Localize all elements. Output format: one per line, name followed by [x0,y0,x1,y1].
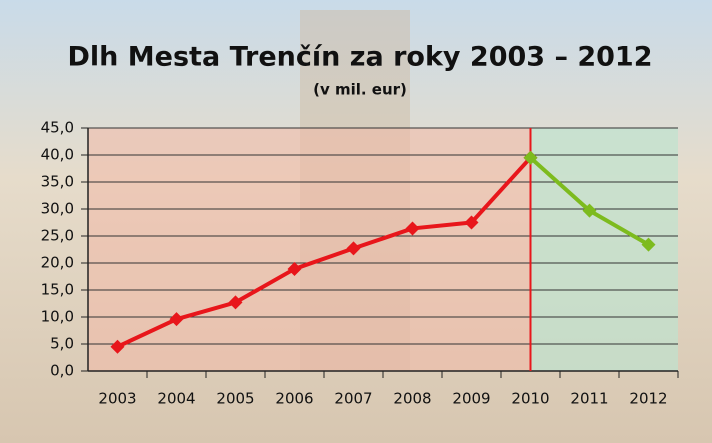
x-tick-label: 2004 [157,390,195,408]
y-tick-label: 35,0 [41,173,74,191]
chart-subtitle: (v mil. eur) [313,81,407,99]
plot: 0,0 5,0 10,0 15,0 20,0 25,0 30,0 35,0 40,0 45,0 20… [41,119,679,408]
point [346,241,361,256]
point [582,203,597,218]
x-tick-label: 2005 [216,390,254,408]
x-tick-label: 2011 [570,390,608,408]
chart-title: Dlh Mesta Trenčín za roky 2003 – 2012 [68,42,653,73]
y-tick-label: 30,0 [41,200,74,218]
x-tick-label: 2009 [452,390,490,408]
x-tick-label: 2003 [98,390,136,408]
x-tick-label: 2012 [629,390,667,408]
y-tick-label: 5,0 [50,335,74,353]
y-tick-label: 25,0 [41,227,74,245]
y-tick-label: 40,0 [41,146,74,164]
x-tick-label: 2007 [334,390,372,408]
y-tick-label: 45,0 [41,119,74,137]
point [464,215,479,230]
future-region [530,128,678,371]
y-tick-label: 0,0 [50,362,74,380]
point [523,150,538,165]
point [405,221,420,236]
point [110,339,125,354]
x-tick-label: 2008 [393,390,431,408]
y-tick-label: 15,0 [41,281,74,299]
past-region [88,128,530,371]
y-tick-label: 10,0 [41,308,74,326]
y-tick-label: 20,0 [41,254,74,272]
x-tick-label: 2006 [275,390,313,408]
point [228,295,243,310]
series-line [116,156,532,349]
x-tick-label: 2010 [511,390,549,408]
point [169,312,184,327]
point [641,237,656,252]
point [287,261,302,276]
